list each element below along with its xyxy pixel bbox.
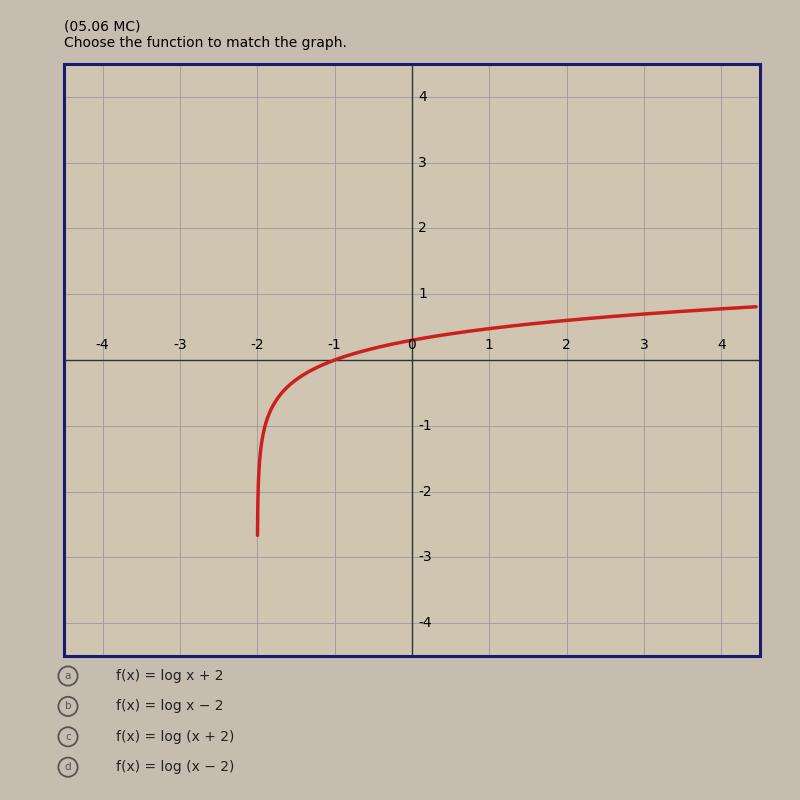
Text: -4: -4	[418, 616, 432, 630]
Text: (05.06 MC): (05.06 MC)	[64, 20, 141, 34]
Text: d: d	[65, 762, 71, 772]
Text: b: b	[65, 702, 71, 711]
Text: -1: -1	[418, 418, 432, 433]
Text: -2: -2	[418, 485, 432, 498]
Text: -4: -4	[96, 338, 110, 352]
Text: 0: 0	[408, 338, 416, 352]
Text: -1: -1	[328, 338, 342, 352]
Text: a: a	[65, 671, 71, 681]
Text: f(x) = log (x − 2): f(x) = log (x − 2)	[116, 760, 234, 774]
Text: c: c	[65, 732, 71, 742]
Text: 2: 2	[562, 338, 571, 352]
Text: Choose the function to match the graph.: Choose the function to match the graph.	[64, 36, 347, 50]
Text: 1: 1	[485, 338, 494, 352]
Text: -3: -3	[418, 550, 432, 564]
Text: f(x) = log x − 2: f(x) = log x − 2	[116, 699, 223, 714]
Text: 3: 3	[418, 156, 427, 170]
Text: f(x) = log x + 2: f(x) = log x + 2	[116, 669, 223, 683]
Text: 2: 2	[418, 222, 427, 235]
Text: -3: -3	[173, 338, 187, 352]
Text: 4: 4	[717, 338, 726, 352]
Text: 1: 1	[418, 287, 427, 302]
Text: 4: 4	[418, 90, 427, 104]
Text: f(x) = log (x + 2): f(x) = log (x + 2)	[116, 730, 234, 744]
Text: -2: -2	[250, 338, 264, 352]
Text: 3: 3	[640, 338, 648, 352]
